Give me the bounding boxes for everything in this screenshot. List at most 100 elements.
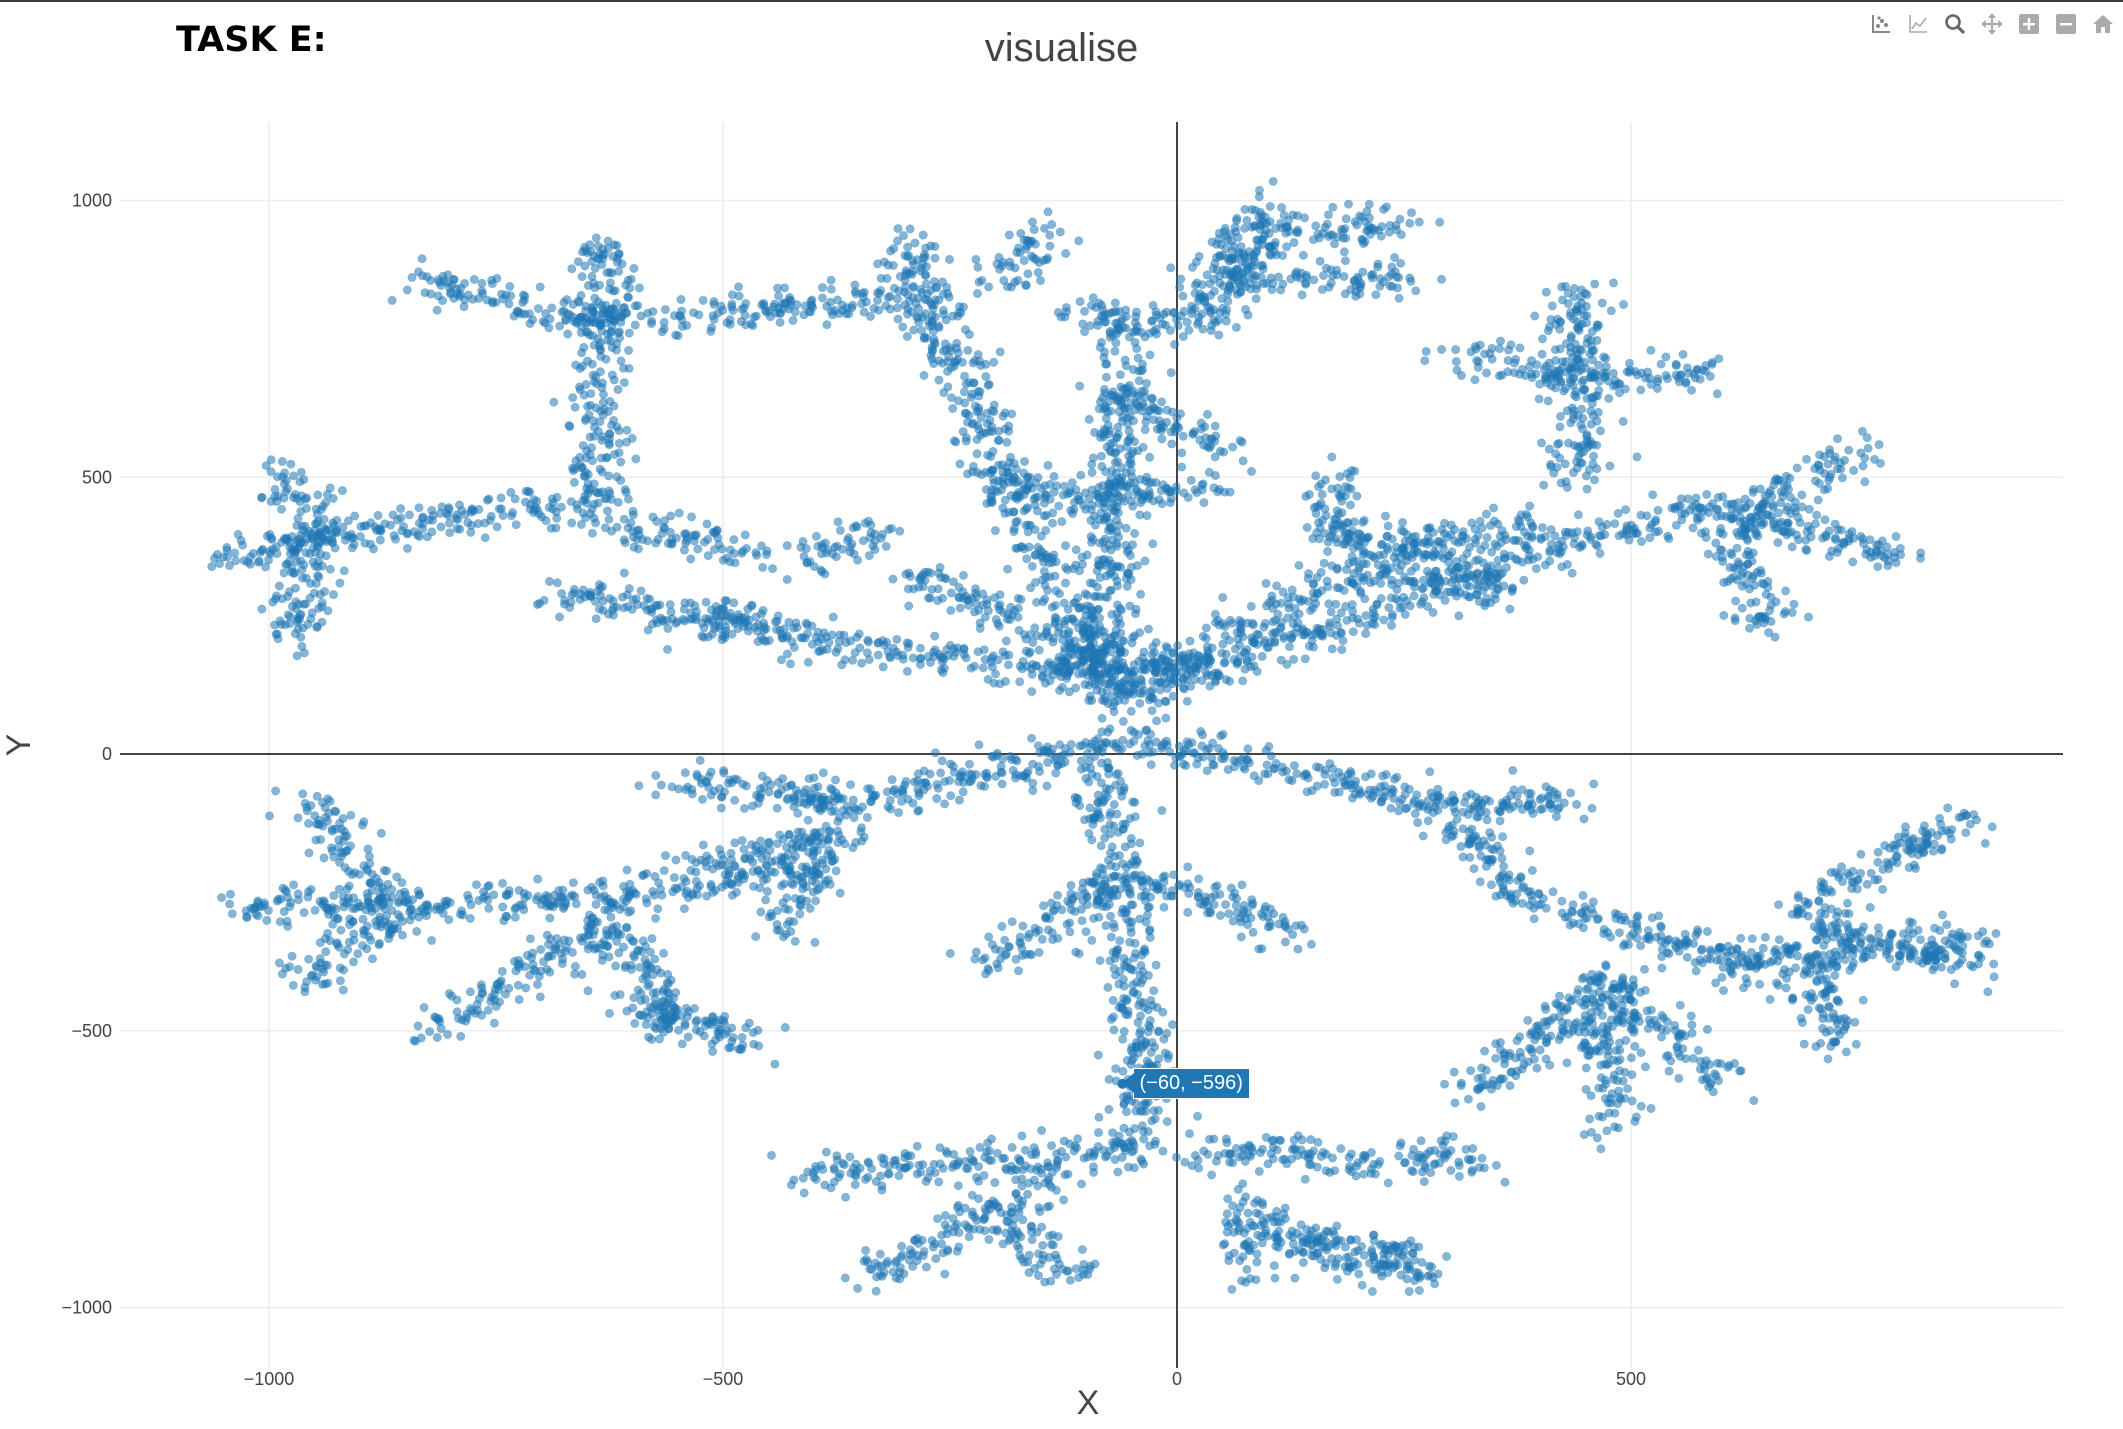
data-point <box>1318 515 1328 525</box>
zoom-in-button[interactable] <box>2015 10 2043 38</box>
data-point <box>368 544 378 554</box>
data-point <box>885 304 895 314</box>
data-point <box>1036 531 1046 541</box>
data-point <box>567 264 577 274</box>
data-point <box>1495 344 1505 354</box>
data-point <box>494 504 504 514</box>
data-point <box>1750 524 1760 534</box>
data-point <box>811 896 821 906</box>
data-point <box>968 461 978 471</box>
data-point <box>1230 644 1240 654</box>
data-point <box>1509 368 1519 378</box>
data-point <box>878 662 888 672</box>
data-point <box>1255 220 1265 230</box>
data-point <box>1302 522 1312 532</box>
data-point <box>1577 345 1587 355</box>
data-point <box>774 291 784 301</box>
data-point <box>1126 433 1136 443</box>
data-point <box>959 371 969 381</box>
pan-button[interactable] <box>1978 10 2006 38</box>
data-point <box>616 457 626 467</box>
data-point <box>1570 339 1580 349</box>
data-point <box>1688 523 1698 533</box>
pan-arrows-icon <box>1981 13 2003 35</box>
data-point <box>852 522 862 532</box>
closest-icon <box>1909 15 1927 33</box>
data-point <box>798 536 808 546</box>
data-point <box>492 273 502 283</box>
data-point <box>997 779 1007 789</box>
data-point <box>1346 484 1356 494</box>
data-point <box>1218 281 1228 291</box>
data-point <box>562 295 572 305</box>
data-point <box>1070 636 1080 646</box>
data-point <box>1105 328 1115 338</box>
data-point <box>1061 541 1071 551</box>
data-point <box>310 561 320 571</box>
data-point <box>925 321 935 331</box>
closest-hover-button[interactable] <box>1904 10 1932 38</box>
data-point <box>1135 628 1145 638</box>
data-point <box>957 767 967 777</box>
data-point <box>303 619 313 629</box>
data-point <box>741 781 751 791</box>
data-point <box>1408 532 1418 542</box>
data-point <box>772 616 782 626</box>
data-point <box>1801 544 1811 554</box>
compare-hover-button[interactable] <box>1867 10 1895 38</box>
data-point <box>584 330 594 340</box>
data-point <box>894 808 904 818</box>
data-point <box>1207 670 1217 680</box>
data-point <box>428 511 438 521</box>
data-point <box>709 297 719 307</box>
data-point <box>881 541 891 551</box>
data-point <box>987 495 997 505</box>
data-point <box>1450 536 1460 546</box>
data-point <box>948 403 958 413</box>
data-point <box>296 530 306 540</box>
data-point <box>1159 309 1169 319</box>
data-point <box>898 322 908 332</box>
data-point <box>1217 294 1227 304</box>
data-point <box>1248 618 1258 628</box>
zoom-out-button[interactable] <box>2052 10 2080 38</box>
data-point <box>740 311 750 321</box>
data-point <box>1045 230 1055 240</box>
data-point <box>339 566 349 576</box>
data-point <box>1027 561 1037 571</box>
data-point <box>1066 505 1076 515</box>
data-point <box>1411 562 1421 572</box>
data-point <box>886 804 896 814</box>
data-point <box>1246 601 1256 611</box>
data-point <box>260 562 270 572</box>
data-point <box>986 451 996 461</box>
data-point <box>716 803 726 813</box>
reset-axes-button[interactable] <box>2089 10 2117 38</box>
data-point <box>782 541 792 551</box>
data-point <box>925 593 935 603</box>
data-point <box>1506 340 1516 350</box>
data-point <box>1027 664 1037 674</box>
data-point <box>1732 543 1742 553</box>
data-point <box>1138 442 1148 452</box>
data-point <box>1339 247 1349 257</box>
data-point <box>1115 370 1125 380</box>
data-point <box>629 263 639 273</box>
data-point <box>1199 498 1209 508</box>
data-point <box>567 518 577 528</box>
data-point <box>1326 607 1336 617</box>
data-point <box>1411 286 1421 296</box>
data-point <box>1692 364 1702 374</box>
data-point <box>1420 356 1430 366</box>
data-point <box>563 329 573 339</box>
data-point <box>1132 344 1142 354</box>
data-point <box>782 795 792 805</box>
zoom-button[interactable] <box>1941 10 1969 38</box>
data-point <box>691 867 701 877</box>
data-point <box>582 248 592 258</box>
data-point <box>822 320 832 330</box>
data-point <box>944 775 954 785</box>
data-point <box>1654 526 1664 536</box>
data-point <box>1813 495 1823 505</box>
